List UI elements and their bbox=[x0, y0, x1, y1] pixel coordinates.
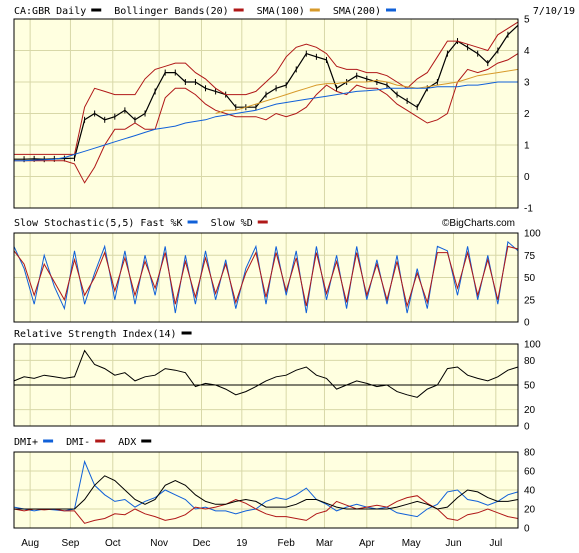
y-tick-label: 75 bbox=[524, 251, 536, 262]
legend-label-0: DMI+ bbox=[14, 437, 38, 448]
series-line-bb-upper bbox=[14, 21, 519, 155]
legend-label-3: SMA(200) bbox=[333, 6, 381, 17]
x-tick-label: 19 bbox=[236, 538, 248, 549]
series-line-slow-d bbox=[13, 245, 519, 308]
x-tick-label: Dec bbox=[193, 538, 211, 549]
legend-label-1: Slow %D bbox=[211, 218, 253, 229]
panel-price: 5 4 3 2 1 0 -1 CA:GBR Daily Bollinger Bands(20) S… bbox=[13, 6, 575, 215]
x-tick-label: Mar bbox=[316, 538, 334, 549]
x-tick-label: Aug bbox=[21, 538, 39, 549]
series-line-dmi bbox=[13, 459, 519, 518]
plot-frame bbox=[13, 343, 519, 427]
legend-label-0: Relative Strength Index(14) bbox=[14, 329, 177, 340]
y-tick-label: 1 bbox=[524, 141, 530, 152]
y-tick-label: 3 bbox=[524, 78, 530, 89]
x-tick-label: Feb bbox=[278, 538, 296, 549]
y-tick-label: -1 bbox=[524, 204, 533, 215]
plot-frame bbox=[13, 232, 519, 323]
y-tick-label: 60 bbox=[524, 467, 536, 478]
panel-dmi: 80 60 40 20 0 DMI+ DMI- ADX bbox=[13, 437, 536, 535]
series-line-adx bbox=[14, 475, 519, 510]
y-tick-label: 80 bbox=[524, 356, 536, 367]
panel-stochastic: 100 75 50 25 0 Slow Stochastic(5,5) Fast %K Sl… bbox=[13, 218, 541, 329]
x-tick-label: Jun bbox=[445, 538, 461, 549]
y-tick-label: 0 bbox=[524, 172, 530, 183]
y-tick-label: 50 bbox=[524, 381, 536, 392]
y-tick-label: 0 bbox=[524, 524, 530, 535]
y-tick-label: 4 bbox=[524, 46, 530, 57]
x-tick-label: May bbox=[402, 538, 421, 549]
y-tick-label: 5 bbox=[524, 15, 530, 26]
y-tick-label: 20 bbox=[524, 505, 536, 516]
y-tick-label: 50 bbox=[524, 273, 536, 284]
chart-panels: 5 4 3 2 1 0 -1 CA:GBR Daily Bollinger Bands(20) S… bbox=[13, 6, 575, 535]
legend-label-1: Bollinger Bands(20) bbox=[114, 6, 228, 17]
series-line-bb-lower bbox=[14, 53, 519, 184]
chart-date: 7/10/19 bbox=[533, 6, 575, 17]
y-tick-label: 80 bbox=[524, 448, 536, 459]
legend-label-2: ADX bbox=[118, 437, 136, 448]
legend-label-2: SMA(100) bbox=[257, 6, 305, 17]
plot-frame bbox=[13, 451, 519, 529]
series-line-relative-strength-index-14 bbox=[13, 349, 519, 398]
y-tick-label: 40 bbox=[524, 486, 536, 497]
x-tick-label: Oct bbox=[105, 538, 121, 549]
y-tick-label: 2 bbox=[524, 109, 530, 120]
y-tick-label: 100 bbox=[524, 340, 541, 351]
legend-label-1: DMI- bbox=[66, 437, 90, 448]
x-tick-label: Nov bbox=[150, 538, 168, 549]
x-tick-label: Sep bbox=[62, 538, 80, 549]
series-line-sma-100 bbox=[215, 68, 519, 114]
y-tick-label: 25 bbox=[524, 295, 536, 306]
y-tick-label: 20 bbox=[524, 405, 536, 416]
panel-rsi: 100 80 50 20 0 Relative Strength Index(14) bbox=[13, 329, 541, 433]
y-tick-label: 0 bbox=[524, 422, 530, 433]
series-line-sma-200 bbox=[14, 81, 518, 162]
x-axis: Aug Sep Oct Nov Dec 19 Feb Mar Apr May Jun Jul bbox=[21, 538, 502, 549]
legend-label-0: Slow Stochastic(5,5) Fast %K bbox=[14, 218, 183, 229]
watermark: ©BigCharts.com bbox=[442, 218, 515, 229]
y-tick-label: 0 bbox=[524, 318, 530, 329]
y-tick-label: 100 bbox=[524, 229, 541, 240]
legend-label-0: CA:GBR Daily bbox=[14, 6, 86, 17]
x-tick-label: Jul bbox=[489, 538, 502, 549]
x-tick-label: Apr bbox=[359, 538, 375, 549]
plot-frame bbox=[13, 18, 519, 209]
